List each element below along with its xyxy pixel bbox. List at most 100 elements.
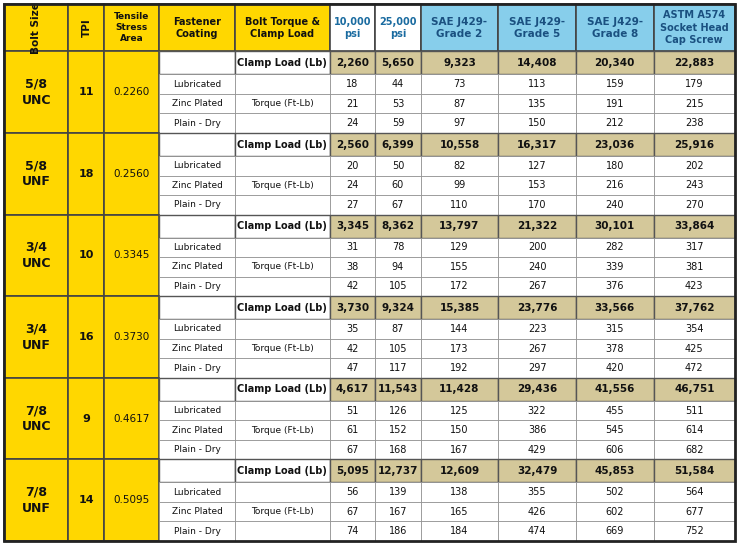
- Text: Clamp Load (Lb): Clamp Load (Lb): [237, 466, 327, 476]
- Bar: [160, 502, 235, 522]
- Text: Plain - Dry: Plain - Dry: [174, 364, 221, 373]
- Text: 0.3730: 0.3730: [114, 332, 150, 342]
- Bar: [498, 238, 576, 257]
- Text: 0.3345: 0.3345: [114, 250, 150, 261]
- Bar: [330, 156, 375, 175]
- Text: 270: 270: [685, 200, 704, 210]
- Bar: [498, 75, 576, 94]
- Bar: [375, 482, 420, 502]
- Bar: [576, 51, 653, 75]
- Text: 47: 47: [347, 363, 358, 373]
- Text: 669: 669: [605, 526, 624, 536]
- Bar: [375, 4, 420, 51]
- Bar: [576, 296, 653, 319]
- Bar: [653, 195, 735, 215]
- Text: 3/4
UNF: 3/4 UNF: [21, 323, 51, 352]
- Bar: [330, 4, 375, 51]
- Bar: [375, 113, 420, 133]
- Text: 45,853: 45,853: [595, 466, 635, 476]
- Bar: [653, 401, 735, 420]
- Text: 59: 59: [392, 118, 404, 128]
- Text: 212: 212: [605, 118, 624, 128]
- Text: 317: 317: [685, 243, 704, 252]
- Bar: [498, 358, 576, 378]
- Bar: [653, 277, 735, 296]
- Text: 172: 172: [450, 281, 469, 292]
- Text: Torque (Ft-Lb): Torque (Ft-Lb): [251, 99, 314, 108]
- Text: 135: 135: [528, 99, 546, 109]
- Bar: [330, 319, 375, 339]
- Text: 0.2560: 0.2560: [114, 169, 150, 179]
- Text: 38: 38: [347, 262, 358, 272]
- Text: Zinc Plated: Zinc Plated: [171, 263, 222, 271]
- Bar: [498, 319, 576, 339]
- Text: 105: 105: [389, 343, 407, 354]
- Text: Plain - Dry: Plain - Dry: [174, 201, 221, 209]
- Text: Torque (Ft-Lb): Torque (Ft-Lb): [251, 426, 314, 434]
- Text: Bolt Torque &
Clamp Load: Bolt Torque & Clamp Load: [245, 16, 320, 39]
- Bar: [576, 133, 653, 156]
- Bar: [653, 238, 735, 257]
- Bar: [375, 296, 420, 319]
- Bar: [653, 522, 735, 541]
- Text: 322: 322: [528, 405, 546, 416]
- Text: 355: 355: [528, 487, 546, 497]
- Bar: [375, 277, 420, 296]
- Text: 282: 282: [605, 243, 624, 252]
- Text: 9: 9: [83, 414, 90, 423]
- Text: 168: 168: [389, 445, 407, 455]
- Text: 138: 138: [450, 487, 469, 497]
- Bar: [330, 195, 375, 215]
- Text: 223: 223: [528, 324, 546, 334]
- Bar: [235, 238, 330, 257]
- Text: 180: 180: [605, 161, 624, 171]
- Text: 24: 24: [347, 180, 358, 190]
- Text: 215: 215: [685, 99, 704, 109]
- Bar: [235, 94, 330, 113]
- Bar: [330, 420, 375, 440]
- Bar: [420, 238, 498, 257]
- Bar: [375, 51, 420, 75]
- Bar: [375, 215, 420, 238]
- Bar: [375, 319, 420, 339]
- Text: 167: 167: [450, 445, 469, 455]
- Bar: [576, 502, 653, 522]
- Bar: [330, 502, 375, 522]
- Bar: [375, 522, 420, 541]
- Bar: [420, 482, 498, 502]
- Text: 37,762: 37,762: [674, 302, 715, 313]
- Bar: [498, 459, 576, 482]
- Bar: [420, 195, 498, 215]
- Bar: [160, 113, 235, 133]
- Text: 74: 74: [347, 526, 358, 536]
- Text: 6,399: 6,399: [381, 140, 415, 149]
- Bar: [235, 401, 330, 420]
- Bar: [576, 420, 653, 440]
- Text: 67: 67: [347, 445, 358, 455]
- Text: 381: 381: [685, 262, 704, 272]
- Text: 16: 16: [78, 332, 94, 342]
- Bar: [420, 319, 498, 339]
- Text: 602: 602: [605, 507, 624, 517]
- Text: 153: 153: [528, 180, 546, 190]
- Bar: [653, 94, 735, 113]
- Bar: [375, 175, 420, 195]
- Bar: [375, 339, 420, 358]
- Text: 429: 429: [528, 445, 546, 455]
- Text: 41,556: 41,556: [595, 384, 635, 395]
- Bar: [653, 113, 735, 133]
- Bar: [375, 459, 420, 482]
- Bar: [420, 358, 498, 378]
- Text: Plain - Dry: Plain - Dry: [174, 119, 221, 128]
- Bar: [576, 401, 653, 420]
- Bar: [160, 75, 235, 94]
- Bar: [498, 113, 576, 133]
- Bar: [160, 215, 235, 238]
- Bar: [375, 401, 420, 420]
- Text: 502: 502: [605, 487, 624, 497]
- Bar: [235, 113, 330, 133]
- Bar: [576, 238, 653, 257]
- Bar: [576, 358, 653, 378]
- Text: Lubricated: Lubricated: [173, 80, 221, 89]
- Bar: [235, 51, 330, 75]
